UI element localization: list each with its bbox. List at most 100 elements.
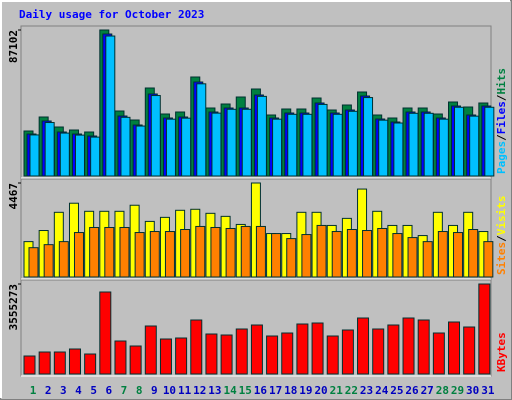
bar (281, 332, 294, 375)
legend-entry: Sites (495, 242, 508, 275)
bar (272, 118, 283, 177)
x-tick-label: 23 (360, 384, 373, 397)
x-tick-label: 14 (223, 384, 237, 397)
bar (68, 348, 81, 375)
bar (43, 244, 54, 278)
bar (129, 345, 142, 375)
bar (478, 283, 491, 375)
x-tick-label: 28 (436, 384, 449, 397)
bar (211, 112, 222, 177)
bar (378, 119, 389, 177)
bar (463, 326, 476, 375)
bar (387, 324, 400, 375)
bar (326, 335, 339, 375)
legend: Sites/Visits (495, 196, 508, 276)
x-tick-label: 17 (269, 384, 282, 397)
x-tick-label: 2 (45, 384, 52, 397)
bar (89, 226, 100, 278)
bar (159, 338, 172, 375)
bar (392, 233, 403, 278)
legend-entry: Pages (495, 141, 508, 174)
y-tick-label: 87102 (7, 30, 20, 63)
x-tick-label: 12 (193, 384, 206, 397)
bar (150, 95, 161, 177)
x-tick-label: 13 (208, 384, 221, 397)
bar (317, 103, 328, 177)
bar (226, 108, 237, 177)
bar (437, 231, 448, 278)
bar (331, 231, 342, 278)
x-tick-label: 7 (121, 384, 128, 397)
x-tick-label: 19 (299, 384, 312, 397)
x-tick-label: 5 (90, 384, 97, 397)
bar (271, 233, 282, 278)
bar (90, 136, 101, 177)
x-tick-label: 30 (466, 384, 479, 397)
bar (241, 108, 252, 177)
x-tick-label: 31 (481, 384, 495, 397)
x-tick-label: 10 (163, 384, 176, 397)
legend-entry: KBytes (495, 332, 508, 372)
legend-separator: / (495, 94, 508, 101)
x-tick-label: 8 (136, 384, 143, 397)
bar (164, 231, 175, 278)
bar (454, 106, 465, 177)
bar (316, 224, 327, 278)
x-tick-label: 21 (330, 384, 344, 397)
bar (357, 317, 370, 375)
bar (196, 83, 207, 177)
bar (120, 116, 131, 177)
x-tick-label: 20 (314, 384, 327, 397)
bar (408, 112, 419, 177)
x-tick-label: 18 (284, 384, 297, 397)
bar (484, 106, 495, 177)
bar (44, 122, 55, 177)
x-tick-label: 22 (345, 384, 358, 397)
bar (175, 337, 188, 375)
legend: KBytes (495, 332, 508, 372)
x-tick-label: 6 (105, 384, 112, 397)
bar (134, 232, 145, 278)
bar (432, 332, 445, 375)
y-tick-label: 4467 (7, 183, 20, 210)
bar (407, 237, 418, 278)
x-tick-label: 1 (30, 384, 37, 397)
legend-separator: / (495, 134, 508, 141)
bar (105, 35, 116, 177)
bar (205, 333, 218, 375)
bar (301, 234, 312, 278)
x-tick-label: 27 (421, 384, 434, 397)
x-tick-label: 11 (178, 384, 192, 397)
bar (363, 97, 374, 177)
x-tick-label: 26 (405, 384, 419, 397)
bar (38, 351, 51, 375)
bar (195, 225, 206, 278)
legend-entry: Files (495, 101, 508, 134)
bar (302, 113, 313, 177)
bar (210, 226, 221, 278)
legend: Pages/Files/Hits (495, 68, 508, 174)
x-tick-label: 3 (60, 384, 67, 397)
x-tick-label: 4 (75, 384, 82, 397)
bar (453, 232, 464, 278)
bar (347, 110, 358, 177)
bar (341, 329, 354, 375)
bar (346, 229, 357, 278)
chart-title: Daily usage for October 2023 (19, 8, 204, 21)
bar (73, 232, 84, 278)
x-tick-label: 16 (254, 384, 268, 397)
bar (165, 118, 176, 177)
bar (190, 319, 203, 375)
bar (104, 226, 115, 278)
bar (250, 324, 263, 375)
bar (468, 229, 479, 278)
bar (99, 291, 112, 375)
bar (255, 225, 266, 278)
bar (144, 325, 157, 375)
bar (29, 134, 40, 177)
bar (84, 353, 97, 375)
bar (296, 323, 309, 375)
bar (135, 125, 146, 177)
bar (417, 319, 430, 375)
